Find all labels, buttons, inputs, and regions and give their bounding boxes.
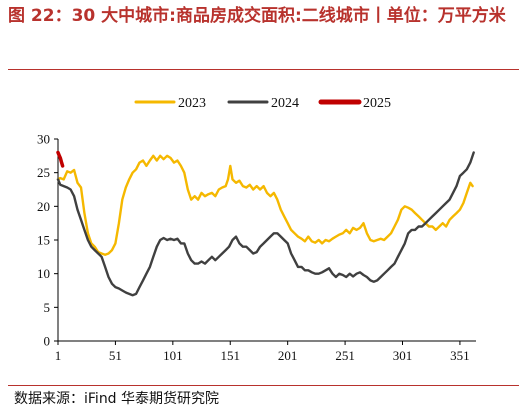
y-tick-label: 0 [44,334,51,349]
series-line-2023 [56,154,474,256]
y-axis: 0 5 10 15 20 25 30 [37,132,59,349]
x-tick-label: 151 [221,348,241,363]
y-tick-label: 15 [37,233,50,248]
y-tick-label: 5 [44,300,51,315]
legend-label-2024: 2024 [271,96,299,111]
series-line-2025 [56,150,65,168]
x-tick-label: 101 [163,348,183,363]
source-note: 数据来源：iFind 华泰期货研究院 [14,391,220,407]
y-tick-label: 30 [37,132,50,147]
x-tick-label: 301 [393,348,413,363]
x-tick-label: 51 [109,348,122,363]
x-tick-label: 201 [278,348,298,363]
legend-label-2023: 2023 [178,96,206,111]
series-line-2024 [56,151,475,297]
x-tick-label: 1 [55,348,62,363]
x-tick-label: 251 [335,348,355,363]
y-tick-label: 25 [37,165,50,180]
legend: 2023 2024 2025 [134,96,391,111]
x-axis: 1 51 101 151 201 251 301 351 [55,340,476,363]
y-tick-label: 20 [37,199,50,214]
chart-title: 图 22：30 大中城市:商品房成交面积:二线城市丨单位：万平方米 [8,6,506,26]
x-tick-label: 351 [450,348,470,363]
y-tick-label: 10 [37,266,50,281]
title-rule [8,69,519,70]
source-rule [8,385,519,386]
legend-label-2025: 2025 [363,96,391,111]
series-lines [56,150,475,297]
